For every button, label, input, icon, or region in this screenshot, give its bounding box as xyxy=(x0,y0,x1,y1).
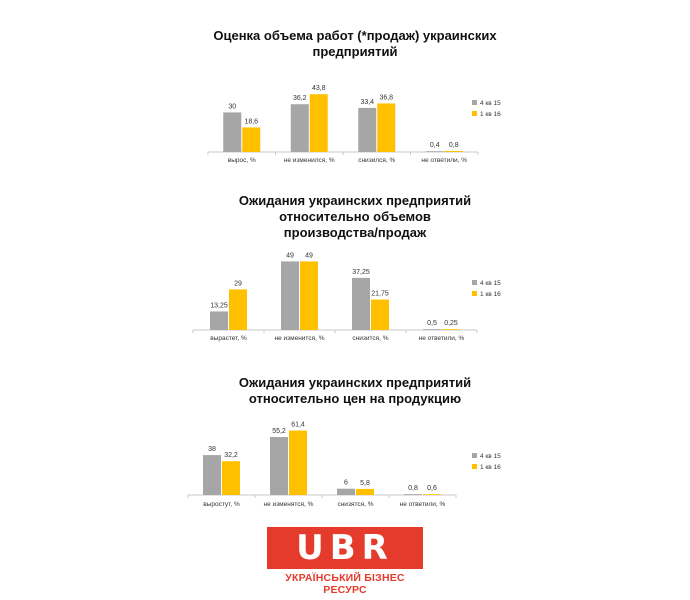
chart-1-title: Оценка объема работ (*продаж) украинских… xyxy=(190,28,520,60)
legend-swatch xyxy=(472,453,477,458)
category-label: выростут, % xyxy=(203,501,240,508)
bar-series-a xyxy=(404,494,422,495)
category-label: выроc, % xyxy=(228,157,256,164)
data-label: 36,2 xyxy=(293,95,307,102)
data-label: 38 xyxy=(208,446,216,453)
data-label: 6 xyxy=(344,480,348,487)
bar-series-b xyxy=(442,329,460,330)
bar-series-a xyxy=(425,151,444,152)
legend-label: 1 кв 16 xyxy=(480,464,501,471)
data-label: 49 xyxy=(286,252,294,259)
category-label: не изменился, % xyxy=(284,157,335,164)
chart-2-title-line-1: Ожидания украинских предприятий xyxy=(238,193,472,208)
bar-series-a xyxy=(290,104,309,152)
chart-3-title-line-1: Ожидания украинских предприятий xyxy=(238,375,472,390)
data-label: 32,2 xyxy=(224,452,238,459)
bar-series-b xyxy=(289,430,307,495)
data-label: 61,4 xyxy=(291,422,305,429)
bar-series-b xyxy=(242,127,261,152)
data-label: 43,8 xyxy=(312,85,326,92)
data-label: 30 xyxy=(228,103,236,110)
legend-swatch xyxy=(472,111,477,116)
data-label: 0,6 xyxy=(427,485,437,492)
data-label: 13,25 xyxy=(210,302,228,309)
logo-caption: УКРАЇНСЬКИЙ БІЗНЕС РЕСУРС xyxy=(285,572,405,596)
chart-1-title-line-1: Оценка объема работ (*продаж) украинских xyxy=(213,28,497,43)
bar-series-b xyxy=(309,94,328,152)
data-label: 37,25 xyxy=(352,269,370,276)
chart-2-title-line-2: относительно объемов xyxy=(279,209,431,224)
chart-3-title-line-2: относительно цен на продукцию xyxy=(248,391,462,406)
data-label: 0,25 xyxy=(444,320,458,327)
legend-label: 1 кв 16 xyxy=(480,111,501,118)
data-label: 18,6 xyxy=(244,118,258,125)
data-label: 49 xyxy=(305,252,313,259)
bar-series-a xyxy=(210,311,228,330)
data-label: 0,8 xyxy=(408,485,418,492)
category-label: вырастет, % xyxy=(210,335,247,342)
category-label: не изменятся, % xyxy=(264,501,314,508)
chart-2-title: Ожидания украинских предприятий относите… xyxy=(190,193,520,241)
category-label: снизится, % xyxy=(352,335,388,342)
chart-3-svg: 38 32,2 выростут, % 55,2 61,4 не изменятся, %… xyxy=(187,422,501,508)
chart-1-title-line-2: предприятий xyxy=(312,44,398,59)
category-label: не ответили, % xyxy=(400,501,446,508)
ubr-logo: UBR УКРАЇНСЬКИЙ БІЗНЕС РЕСУРС xyxy=(267,527,423,596)
category-label: не изменится, % xyxy=(275,335,325,342)
legend-label: 4 кв 15 xyxy=(480,280,501,287)
bar-series-a xyxy=(352,277,370,330)
data-label: 21,75 xyxy=(371,291,389,298)
data-label: 36,8 xyxy=(379,94,393,101)
data-label: 0,5 xyxy=(427,320,437,327)
data-label: 5,8 xyxy=(360,480,370,487)
logo-mark: UBR xyxy=(267,527,423,569)
legend-label: 1 кв 16 xyxy=(480,291,501,298)
legend-swatch xyxy=(472,464,477,469)
chart-1-svg: 30 18,6 выроc, % 36,2 43,8 не изменился, % 33,… xyxy=(207,85,501,164)
legend-swatch xyxy=(472,100,477,105)
legend-swatch xyxy=(472,280,477,285)
data-label: 33,4 xyxy=(360,99,374,106)
bar-series-a xyxy=(337,488,355,495)
category-label: не ответили, % xyxy=(419,335,465,342)
legend-swatch xyxy=(472,291,477,296)
chart-3-title: Ожидания украинских предприятий относите… xyxy=(190,375,520,407)
bar-series-b xyxy=(377,103,396,152)
bar-series-b xyxy=(222,461,240,495)
data-label: 0,4 xyxy=(430,142,440,149)
bar-series-b xyxy=(444,150,463,152)
chart-2-svg: 13,25 29 вырастет, % 49 49 не изменится, % 37,… xyxy=(192,252,501,342)
data-label: 29 xyxy=(234,280,242,287)
bar-series-b xyxy=(300,261,318,330)
legend-label: 4 кв 15 xyxy=(480,453,501,460)
chart-2-title-line-3: производства/продаж xyxy=(283,225,427,240)
data-label: 0,8 xyxy=(449,142,459,149)
legend-label: 4 кв 15 xyxy=(480,100,501,107)
category-label: не ответили, % xyxy=(421,157,467,164)
bar-series-a xyxy=(358,107,377,152)
bar-series-b xyxy=(371,299,389,330)
data-label: 55,2 xyxy=(272,428,286,435)
category-label: снизился, % xyxy=(358,157,395,164)
bar-series-a xyxy=(423,329,441,330)
bar-series-a xyxy=(223,112,242,152)
bar-series-a xyxy=(281,261,299,330)
bar-series-a xyxy=(270,437,288,495)
bar-series-b xyxy=(356,488,374,495)
bar-series-b xyxy=(229,289,247,330)
category-label: снизятся, % xyxy=(337,501,373,508)
bar-series-a xyxy=(203,455,221,495)
bar-series-b xyxy=(423,494,441,495)
